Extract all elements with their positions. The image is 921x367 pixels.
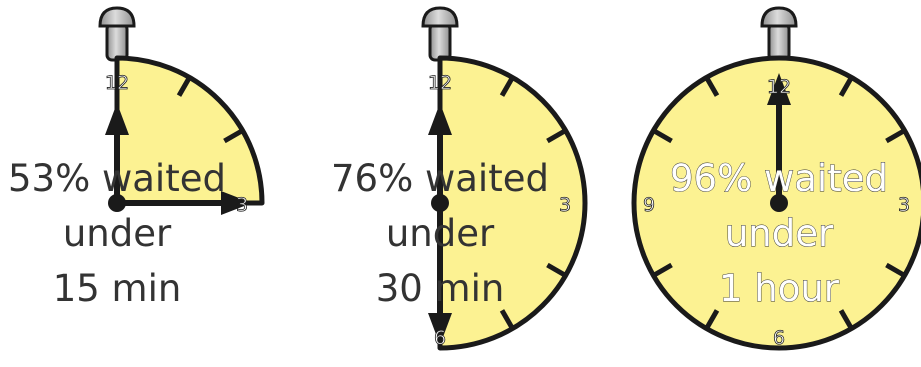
crown-icon <box>98 6 136 62</box>
elapsed-wedge <box>114 55 265 206</box>
numeral-3: 3 <box>559 194 571 216</box>
duration-label: 30 min <box>376 267 505 310</box>
center-pin <box>770 194 788 212</box>
stopwatch-15-min: 12 3 53% waited under 15 min <box>8 6 265 310</box>
hour-hand-arrow <box>428 313 452 345</box>
duration-label: 15 min <box>53 267 182 310</box>
numeral-9: 9 <box>643 194 655 216</box>
stopwatch-1-hour: 12 3 6 9 96% waited under 1 hour <box>631 6 921 351</box>
under-label: under <box>725 212 834 255</box>
minute-hand-arrow <box>767 73 791 105</box>
numeral-3: 3 <box>898 194 910 216</box>
minute-ticks <box>652 76 906 330</box>
crown-icon <box>760 6 798 62</box>
elapsed-half <box>437 55 588 351</box>
percent-label: 76% waited <box>331 157 549 200</box>
center-pin <box>108 194 126 212</box>
hour-hand-arrow <box>221 191 252 215</box>
crown-icon <box>421 6 459 62</box>
numeral-6: 6 <box>434 327 446 349</box>
minute-ticks <box>176 76 244 144</box>
numeral-6: 6 <box>773 327 785 349</box>
under-label: under <box>63 212 172 255</box>
duration-label: 1 hour <box>719 267 840 310</box>
minute-hand-arrow <box>105 103 129 135</box>
minute-hand-arrow <box>428 103 452 135</box>
under-label: under <box>386 212 495 255</box>
percent-label: 96% waited <box>670 157 888 200</box>
minute-ticks <box>499 76 567 330</box>
stopwatch-30-min: 12 3 6 76% waited under 30 min <box>331 6 588 351</box>
numeral-12: 12 <box>767 76 791 98</box>
percent-label: 53% waited <box>8 157 226 200</box>
numeral-12: 12 <box>105 72 129 94</box>
numeral-3: 3 <box>236 194 248 216</box>
numeral-12: 12 <box>428 72 452 94</box>
center-pin <box>431 194 449 212</box>
